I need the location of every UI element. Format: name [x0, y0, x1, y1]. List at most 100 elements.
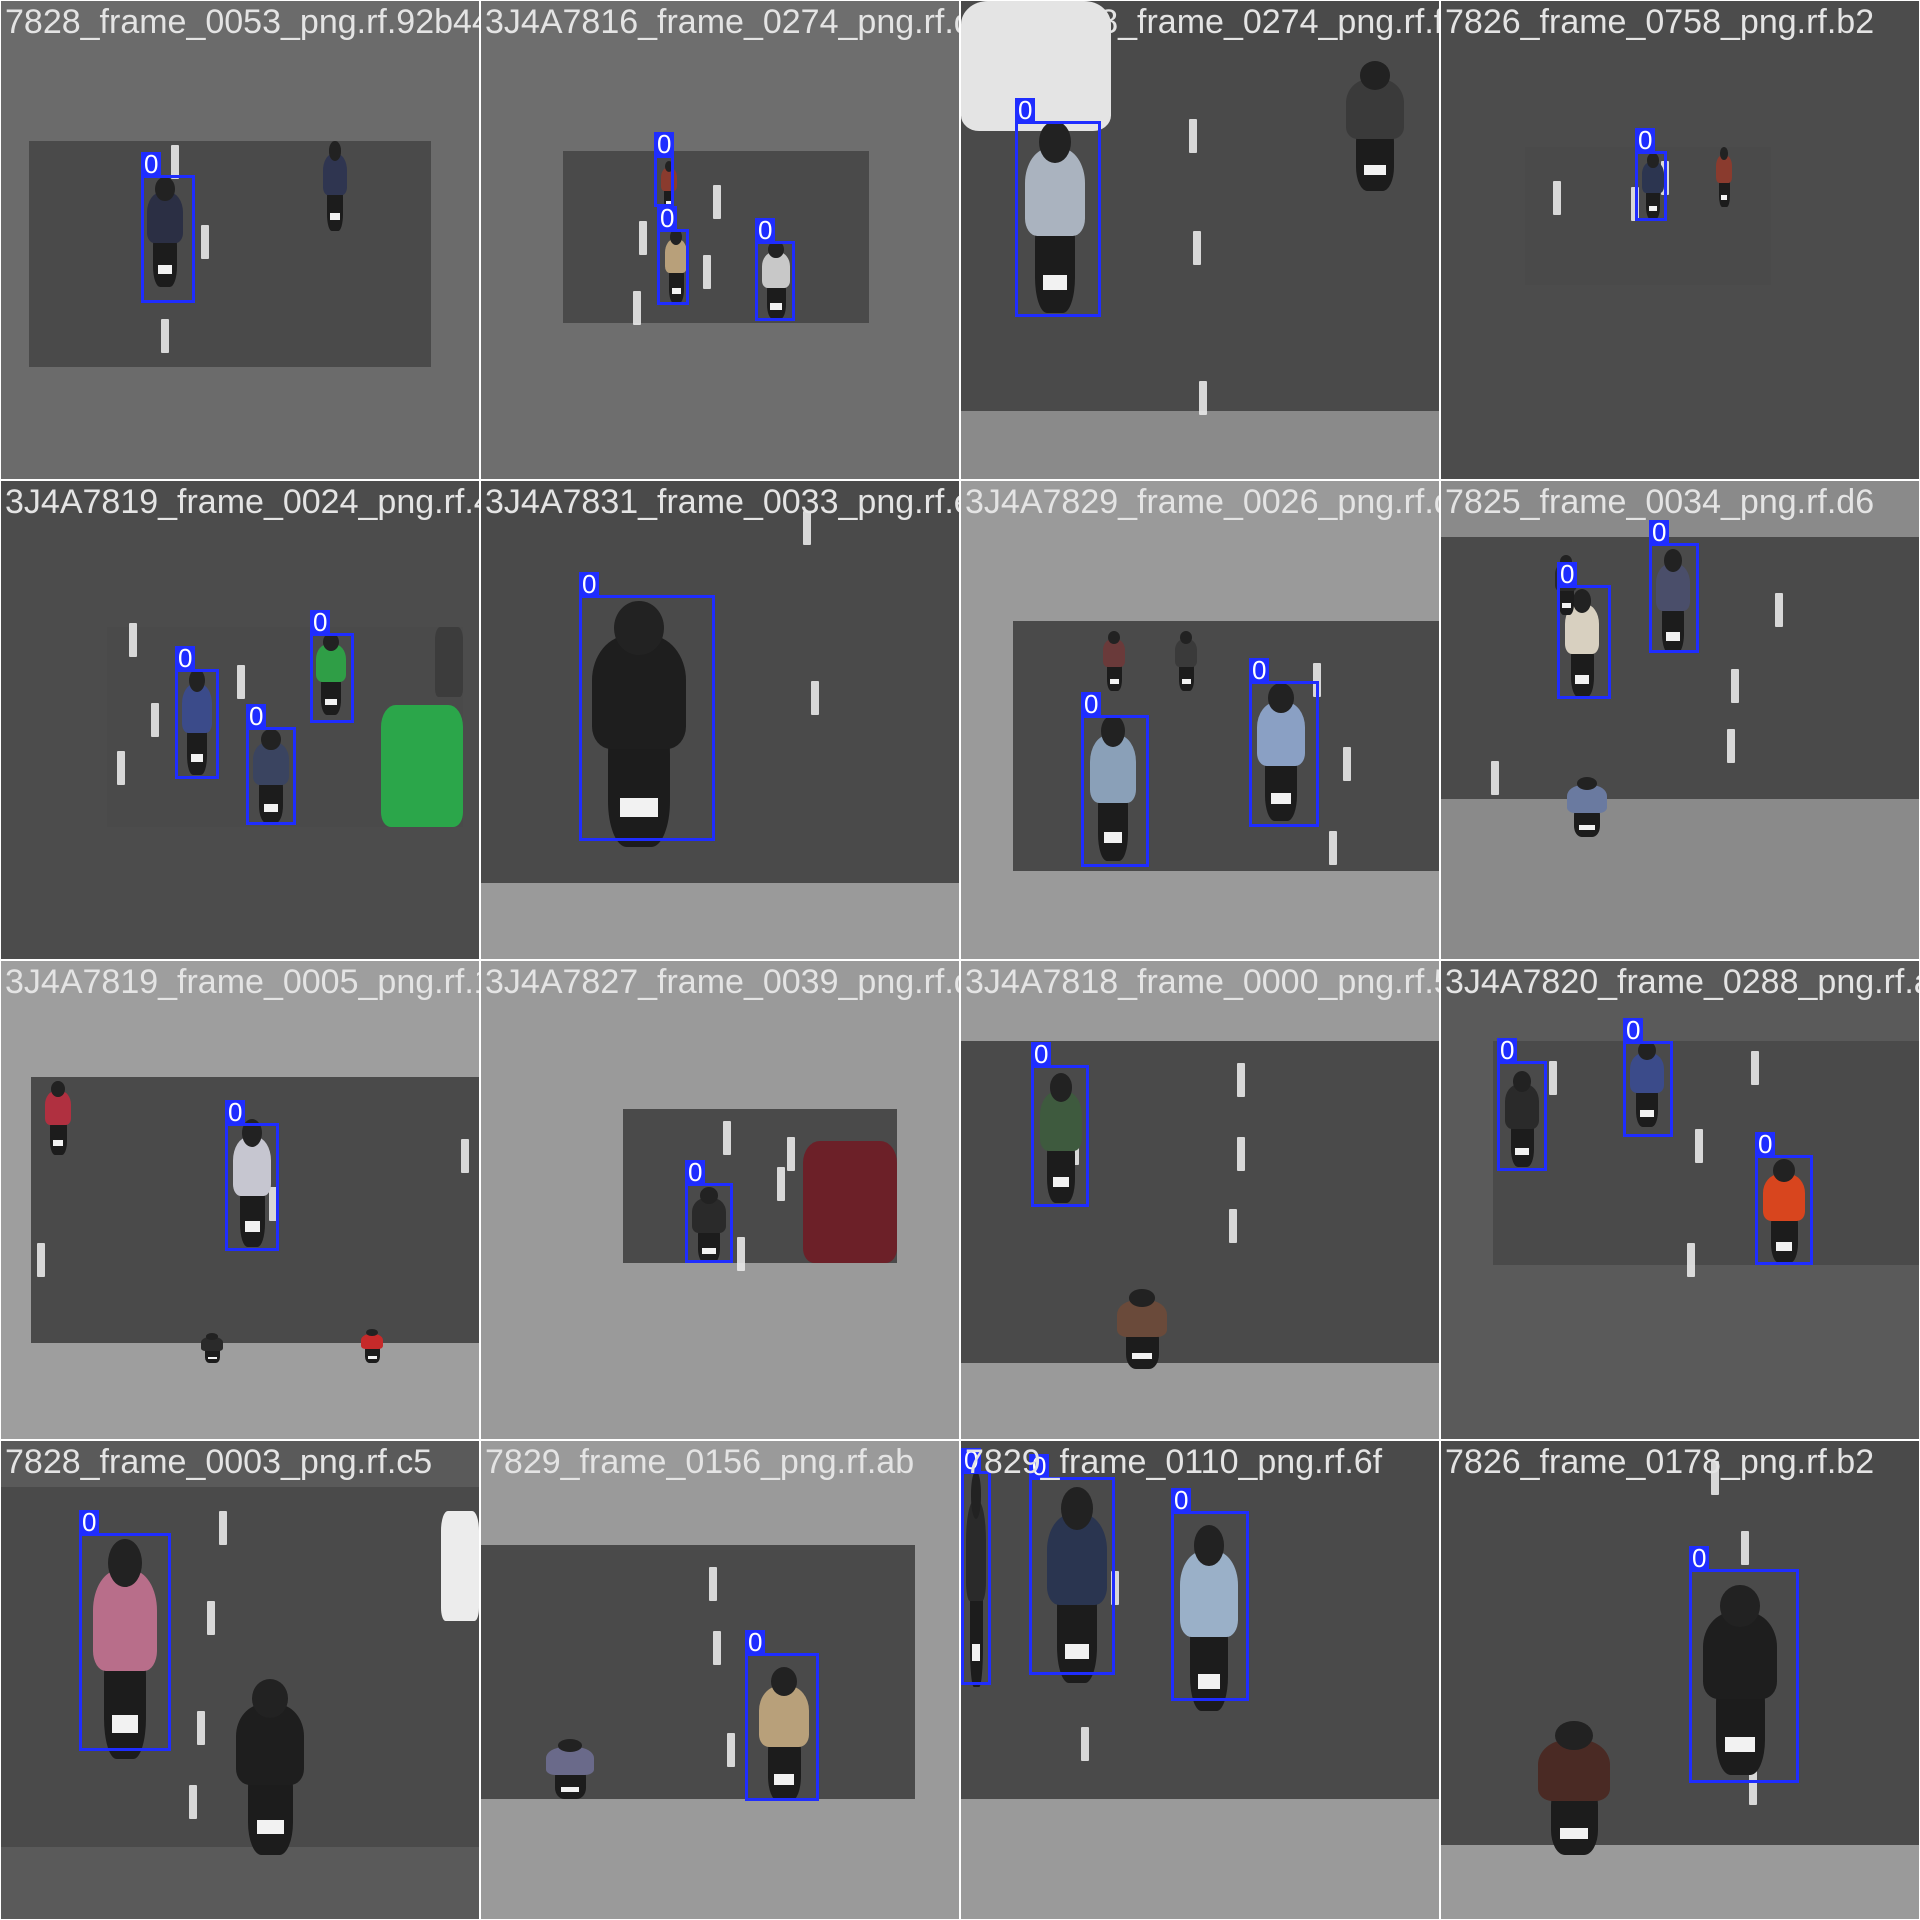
license-plate [1579, 825, 1595, 830]
motorbike-rider [1171, 1525, 1247, 1711]
lane-marking [1193, 231, 1201, 265]
helmet [1101, 715, 1125, 748]
class-label: 0 [1635, 127, 1656, 153]
lane-marking [777, 1167, 785, 1201]
bounding-box: 0 [1029, 1453, 1115, 1675]
class-label: 0 [310, 609, 331, 635]
bounding-box: 0 [141, 151, 195, 303]
helmet [1193, 1525, 1225, 1566]
class-label: 0 [1081, 691, 1102, 717]
bounding-box: 0 [1015, 97, 1101, 317]
license-plate [1065, 1643, 1089, 1660]
class-label: 0 [654, 131, 675, 157]
lane-marking [189, 1785, 197, 1819]
lane-marking [1775, 593, 1783, 627]
motorbike-rider [141, 177, 189, 287]
bounding-box: 0 [310, 609, 354, 723]
helmet [1039, 121, 1071, 164]
helmet [1049, 1073, 1073, 1102]
helmet [1664, 549, 1682, 572]
motorbike-rider [311, 633, 351, 715]
license-plate [367, 1356, 377, 1359]
class-label: 0 [755, 217, 776, 243]
bounding-box: 0 [1635, 127, 1667, 221]
class-label: 0 [225, 1099, 246, 1125]
motorbike-rider [177, 669, 217, 775]
helmet [1576, 777, 1598, 791]
road-photo [29, 141, 431, 367]
motorbike-rider [1083, 715, 1143, 861]
motorbike-rider [751, 1667, 817, 1801]
motorbike-rider [1033, 1073, 1089, 1203]
lane-marking [803, 511, 811, 545]
motorbike-rider [1249, 683, 1313, 821]
tile-caption: 7825_frame_0034_png.rf.d6 [1445, 483, 1875, 521]
mosaic-tile: 0 7829_frame_0156_png.rf.ab [481, 1441, 959, 1919]
lane-marking [207, 1601, 215, 1635]
helmet [1555, 1721, 1593, 1751]
mosaic-tile: 0 7826_frame_0178_png.rf.b2 [1441, 1441, 1919, 1919]
mosaic-tile: 0 0 0 3J4A7816_frame_0274_png.rf.dd6cfe8e85… [481, 1, 959, 479]
lane-marking [639, 221, 647, 255]
lane-marking [737, 1237, 745, 1271]
rider-body [360, 1333, 384, 1350]
rider-body [1174, 639, 1198, 667]
license-plate [1575, 675, 1589, 685]
lane-marking [1329, 831, 1337, 865]
helmet [1572, 589, 1592, 613]
lane-marking [1237, 1063, 1245, 1097]
class-label: 0 [141, 151, 162, 177]
tile-caption: 3J4A7818_frame_0000_png.rf.5d21 [965, 963, 1439, 1001]
lane-marking [787, 1137, 795, 1171]
motorbike [1718, 169, 1730, 207]
motorbike-rider [1713, 147, 1735, 207]
class-label: 0 [175, 645, 196, 671]
license-plate [774, 1774, 794, 1785]
mosaic-tile: 0 0 3J4A7829_frame_0026_png.rf.d130c27 [961, 481, 1439, 959]
lane-marking [1229, 1209, 1237, 1243]
helmet [614, 601, 664, 656]
lane-marking [1711, 1461, 1719, 1495]
bounding-box: 0 [1649, 519, 1699, 653]
bounding-box: 0 [1497, 1037, 1547, 1171]
helmet [700, 1187, 718, 1204]
rider-body [758, 1685, 810, 1748]
helmet [155, 177, 175, 202]
motorbike-rider [197, 1333, 227, 1363]
class-label: 0 [1249, 657, 1270, 683]
motorbike [664, 180, 674, 211]
lane-marking [1313, 663, 1321, 697]
helmet [108, 1539, 142, 1588]
road-photo [563, 151, 869, 323]
helmet [51, 1081, 65, 1098]
license-plate [1666, 632, 1680, 641]
lane-marking [37, 1243, 45, 1277]
bounding-box: 0 [1171, 1487, 1249, 1701]
road-photo [1493, 1041, 1919, 1265]
helmet [768, 241, 784, 259]
lane-marking [1695, 1129, 1703, 1163]
lane-marking [171, 145, 179, 179]
helmet [665, 161, 673, 172]
mosaic-tile: 0 7828_frame_0053_png.rf.92b44a7897dd8651… [1, 1, 479, 479]
helmet [1719, 147, 1729, 161]
class-label: 0 [745, 1629, 766, 1655]
motorbike-rider [687, 1187, 731, 1263]
helmet [1180, 631, 1192, 645]
lane-marking [1749, 1771, 1757, 1805]
helmet [328, 141, 342, 161]
helmet [557, 1739, 583, 1753]
helmet [206, 1333, 218, 1340]
rider-body [1642, 162, 1664, 193]
rider-body [966, 1501, 986, 1601]
class-label: 0 [79, 1509, 100, 1535]
license-plate [1197, 1673, 1221, 1689]
motorbike-rider [225, 1679, 315, 1855]
lane-marking [713, 185, 721, 219]
motorbike-rider [83, 1539, 167, 1759]
license-plate [1515, 1147, 1529, 1156]
bounding-box: 0 [246, 703, 296, 825]
rider-body [1715, 155, 1733, 183]
lane-marking [1751, 1051, 1759, 1085]
license-plate [1775, 1242, 1793, 1251]
